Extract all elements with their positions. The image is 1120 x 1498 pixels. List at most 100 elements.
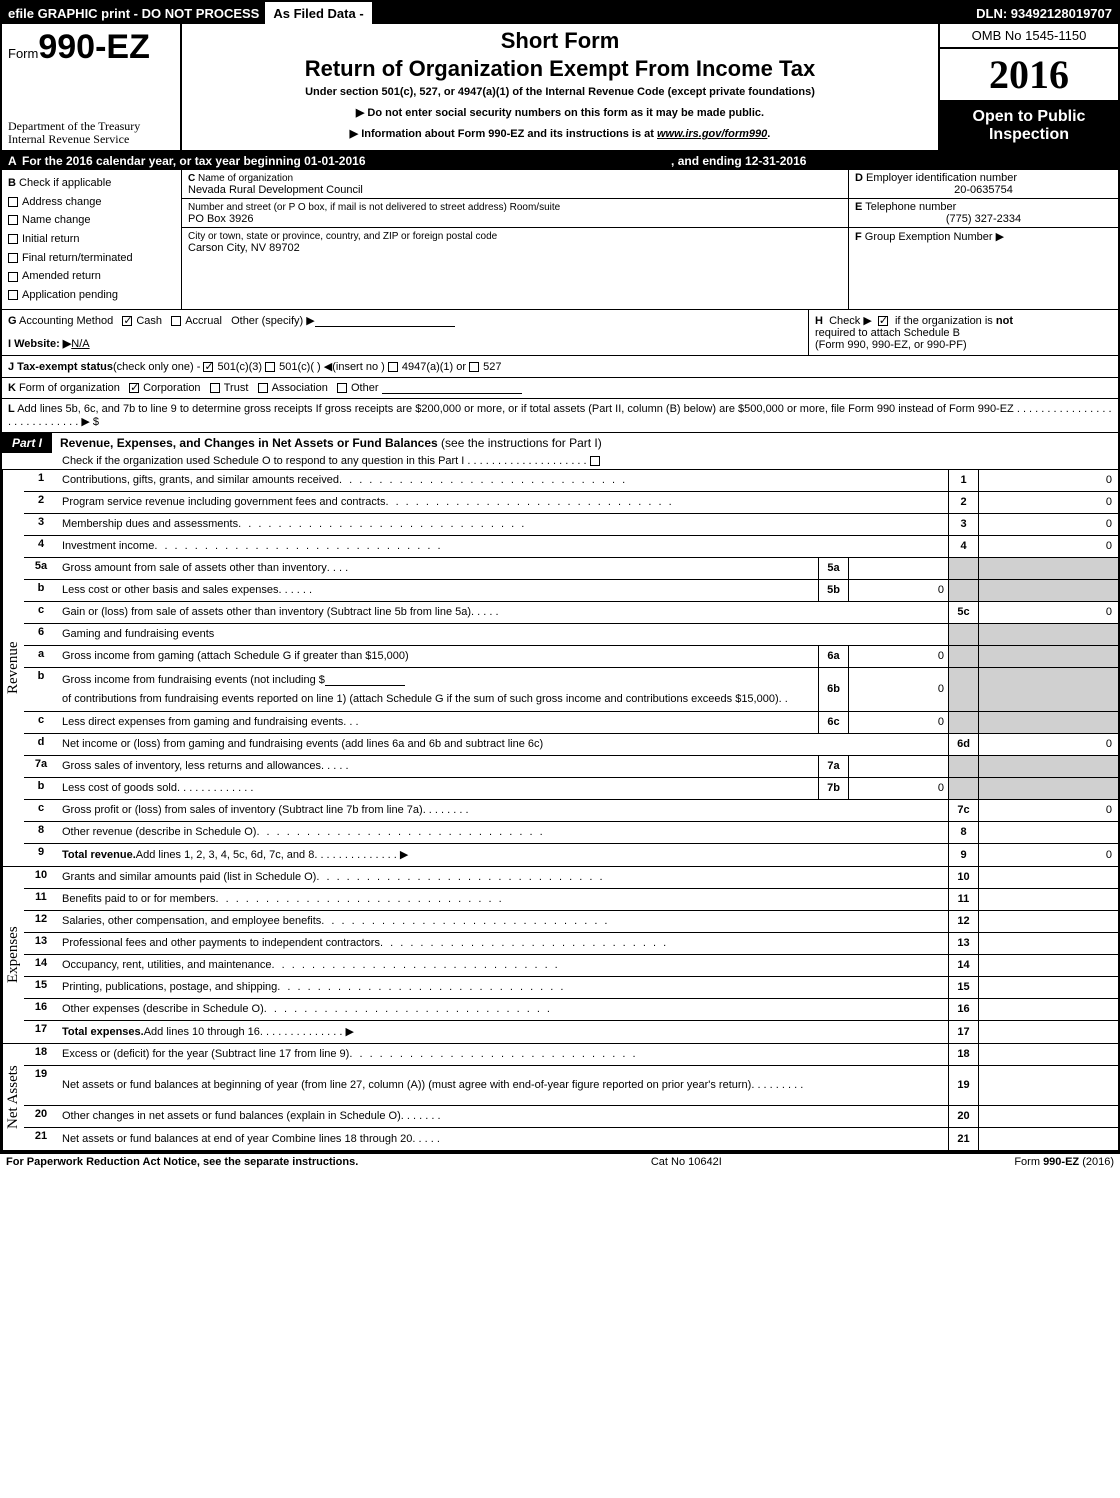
initial-return: Initial return bbox=[22, 233, 79, 245]
l6b2: of contributions from fundraising events… bbox=[62, 693, 779, 705]
j-4947-checkbox[interactable] bbox=[388, 362, 398, 372]
l17: Total expenses. bbox=[62, 1026, 144, 1038]
j-a: 501(c)(3) bbox=[217, 361, 262, 373]
dept-1: Department of the Treasury bbox=[8, 120, 174, 133]
h-t4: (Form 990, 990-EZ, or 990-PF) bbox=[815, 339, 967, 351]
k-trust-checkbox[interactable] bbox=[210, 383, 220, 393]
i-label: I Website: ▶ bbox=[8, 338, 71, 350]
k-corp-checkbox[interactable] bbox=[129, 383, 139, 393]
website-value: N/A bbox=[71, 338, 89, 350]
k-other-blank[interactable] bbox=[382, 382, 522, 394]
footer-r1: Form bbox=[1014, 1156, 1040, 1168]
j-label: J Tax-exempt status bbox=[8, 361, 113, 373]
name-change-checkbox[interactable] bbox=[8, 215, 18, 225]
footer-r2: 990-EZ bbox=[1043, 1156, 1079, 1168]
l7b: Less cost of goods sold bbox=[62, 782, 177, 794]
amended-checkbox[interactable] bbox=[8, 272, 18, 282]
other-specify: Other (specify) ▶ bbox=[231, 315, 315, 327]
tel-value: (775) 327-2334 bbox=[855, 213, 1112, 225]
org-addr: PO Box 3926 bbox=[188, 213, 253, 225]
l11: Benefits paid to or for members bbox=[62, 893, 215, 905]
efile-label: efile GRAPHIC print - DO NOT PROCESS bbox=[2, 6, 265, 21]
part-1-title: Revenue, Expenses, and Changes in Net As… bbox=[54, 433, 1118, 453]
l12: Salaries, other compensation, and employ… bbox=[62, 915, 321, 927]
accrual: Accrual bbox=[185, 315, 222, 327]
g-label: G bbox=[8, 315, 17, 327]
k-assoc-checkbox[interactable] bbox=[258, 383, 268, 393]
j-b: 501(c)( ) bbox=[279, 361, 321, 373]
revenue-rows: 1Contributions, gifts, grants, and simil… bbox=[24, 470, 1118, 866]
addr-change-checkbox[interactable] bbox=[8, 197, 18, 207]
note-1: ▶ Do not enter social security numbers o… bbox=[190, 106, 930, 119]
part-1-sub-checkbox[interactable] bbox=[590, 456, 600, 466]
h-not: not bbox=[996, 315, 1013, 327]
m6b: 0 bbox=[848, 668, 948, 711]
v5c: 0 bbox=[978, 602, 1118, 623]
h-right: H Check ▶ if the organization is not req… bbox=[808, 310, 1118, 355]
l20: Other changes in net assets or fund bala… bbox=[62, 1110, 401, 1122]
accrual-checkbox[interactable] bbox=[171, 316, 181, 326]
part-1-title-text: Revenue, Expenses, and Changes in Net As… bbox=[60, 436, 438, 450]
irs-link[interactable]: www.irs.gov/form990 bbox=[657, 128, 767, 140]
j-c: (insert no ) bbox=[332, 361, 385, 373]
j-527-checkbox[interactable] bbox=[469, 362, 479, 372]
part-1-sub-text: Check if the organization used Schedule … bbox=[62, 455, 464, 467]
l-label: L bbox=[8, 403, 15, 415]
city-label: City or town, state or province, country… bbox=[188, 231, 497, 242]
v6d: 0 bbox=[978, 734, 1118, 755]
h-checkbox[interactable] bbox=[878, 316, 888, 326]
k-assoc: Association bbox=[272, 382, 328, 394]
footer-left: For Paperwork Reduction Act Notice, see … bbox=[6, 1156, 358, 1168]
c-text: Name of organization bbox=[198, 173, 293, 184]
k-other-checkbox[interactable] bbox=[337, 383, 347, 393]
l6d: Net income or (loss) from gaming and fun… bbox=[62, 738, 543, 750]
a-label: A bbox=[8, 154, 22, 168]
v1: 0 bbox=[978, 470, 1118, 491]
l-text: Add lines 5b, 6c, and 7b to line 9 to de… bbox=[17, 403, 1014, 415]
amended: Amended return bbox=[22, 270, 101, 282]
l6a: Gross income from gaming (attach Schedul… bbox=[62, 650, 409, 662]
omb-number: OMB No 1545-1150 bbox=[940, 24, 1118, 49]
m6a: 0 bbox=[848, 646, 948, 667]
h-check: Check ▶ bbox=[829, 315, 872, 327]
initial-return-checkbox[interactable] bbox=[8, 234, 18, 244]
l3: Membership dues and assessments bbox=[62, 518, 238, 530]
expenses-section: Expenses 10Grants and similar amounts pa… bbox=[2, 867, 1118, 1044]
tax-year: 2016 bbox=[940, 49, 1118, 102]
l2: Program service revenue including govern… bbox=[62, 496, 385, 508]
l-arrow: ▶ $ bbox=[81, 416, 99, 428]
f-text: Group Exemption Number ▶ bbox=[865, 231, 1004, 243]
e-text: Telephone number bbox=[865, 201, 956, 213]
g-left: G Accounting Method Cash Accrual Other (… bbox=[2, 310, 808, 355]
l4: Investment income bbox=[62, 540, 154, 552]
cash-checkbox[interactable] bbox=[122, 316, 132, 326]
org-name-row: C Name of organization Nevada Rural Deve… bbox=[182, 170, 848, 199]
k-corp: Corporation bbox=[143, 382, 200, 394]
app-pending: Application pending bbox=[22, 289, 118, 301]
final-return-checkbox[interactable] bbox=[8, 253, 18, 263]
j-501c-checkbox[interactable] bbox=[265, 362, 275, 372]
app-pending-checkbox[interactable] bbox=[8, 290, 18, 300]
form-number: Form990-EZ bbox=[8, 28, 174, 67]
b-text: Check if applicable bbox=[19, 177, 111, 189]
revenue-side-label: Revenue bbox=[2, 470, 24, 866]
org-city-row: City or town, state or province, country… bbox=[182, 228, 848, 309]
j-501c3-checkbox[interactable] bbox=[203, 362, 213, 372]
ein-value: 20-0635754 bbox=[855, 184, 1112, 196]
v7c: 0 bbox=[978, 800, 1118, 821]
j-row: J Tax-exempt status(check only one) - 50… bbox=[2, 356, 1118, 378]
cash: Cash bbox=[136, 315, 162, 327]
v3: 0 bbox=[978, 514, 1118, 535]
l6b-blank[interactable] bbox=[325, 674, 405, 686]
subtitle: Under section 501(c), 527, or 4947(a)(1)… bbox=[190, 86, 930, 98]
footer: For Paperwork Reduction Act Notice, see … bbox=[0, 1154, 1120, 1170]
k-label: K bbox=[8, 382, 16, 394]
k-other: Other bbox=[351, 382, 379, 394]
note-2: ▶ Information about Form 990-EZ and its … bbox=[190, 127, 930, 140]
l16: Other expenses (describe in Schedule O) bbox=[62, 1003, 264, 1015]
h-t3: required to attach Schedule B bbox=[815, 327, 960, 339]
other-blank[interactable] bbox=[315, 315, 455, 327]
k-row: K Form of organization Corporation Trust… bbox=[2, 378, 1118, 399]
org-addr-row: Number and street (or P O box, if mail i… bbox=[182, 199, 848, 228]
l5a: Gross amount from sale of assets other t… bbox=[62, 562, 327, 574]
